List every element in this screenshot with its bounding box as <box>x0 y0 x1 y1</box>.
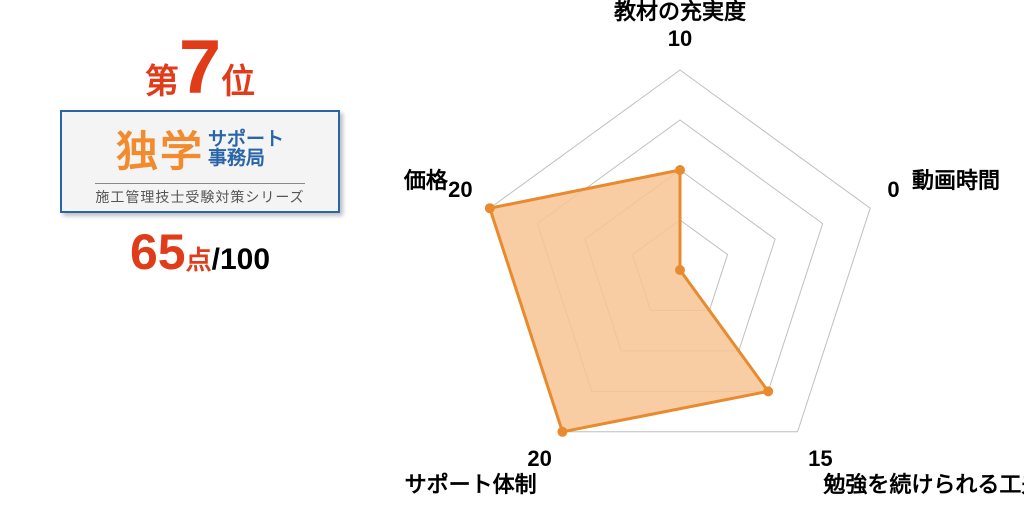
brand-logo-card: 独学 サポート 事務局 施工管理技士受験対策シリーズ <box>60 110 340 213</box>
brand-logo-right: サポート 事務局 <box>208 130 284 168</box>
brand-logo-top: 独学 サポート 事務局 <box>116 118 284 179</box>
radar-chart-svg <box>370 10 1010 520</box>
score-points-label: 点 <box>186 245 212 275</box>
brand-logo-right-line1: サポート <box>208 130 284 149</box>
axis-value: 20 <box>448 177 472 203</box>
brand-logo-subtitle: 施工管理技士受験対策シリーズ <box>95 183 304 207</box>
score-line: 65点/100 <box>60 223 340 281</box>
axis-name: 価格 <box>404 163 448 195</box>
axis-name: 教材の充実度 <box>614 0 746 26</box>
score-value: 65 <box>130 224 186 280</box>
brand-logo-left: 独学 <box>116 118 204 179</box>
rank-number: 7 <box>179 25 221 110</box>
rank-suffix: 位 <box>221 63 255 101</box>
rank-prefix: 第 <box>145 63 179 101</box>
rank-badge: 第7位 <box>60 30 340 106</box>
axis-name: サポート体制 <box>405 467 537 499</box>
axis-name: 動画時間 <box>912 163 1000 195</box>
axis-name: 勉強を続けられる工夫 <box>823 467 1024 499</box>
score-denominator: /100 <box>212 243 270 276</box>
radar-chart: 10教材の充実度0動画時間15勉強を続けられる工夫20サポート体制20価格 <box>370 10 1010 520</box>
axis-value: 0 <box>887 177 899 203</box>
axis-value: 10 <box>668 26 692 52</box>
brand-logo-right-line2: 事務局 <box>208 149 284 168</box>
left-panel: 第7位 独学 サポート 事務局 施工管理技士受験対策シリーズ 65点/100 <box>60 30 340 281</box>
